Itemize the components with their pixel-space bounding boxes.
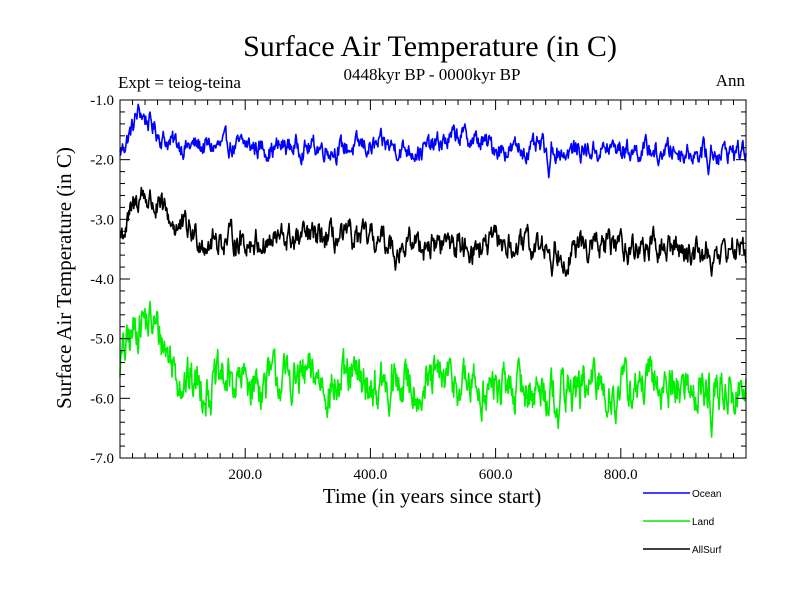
y-tick-label: -2.0: [90, 153, 114, 169]
y-tick-label: -1.0: [90, 93, 114, 109]
series-layer: [119, 103, 747, 438]
series-line-ocean: [119, 103, 747, 179]
series-line-land: [119, 300, 747, 438]
y-tick-label: -5.0: [90, 332, 114, 348]
y-tick-label: -3.0: [90, 212, 114, 228]
y-axis-label: Surface Air Temperature (in C): [52, 147, 76, 409]
x-axis-label: Time (in years since start): [323, 484, 542, 508]
y-tick-label: -7.0: [90, 451, 114, 467]
experiment-label: Expt = teiog-teina: [118, 73, 241, 92]
chart-title: Surface Air Temperature (in C): [243, 30, 617, 63]
legend-label-land: Land: [692, 517, 714, 528]
legend-label-ocean: Ocean: [692, 489, 721, 500]
x-tick-label: 400.0: [354, 467, 388, 483]
y-tick-label: -4.0: [90, 272, 114, 288]
y-tick-label: -6.0: [90, 391, 114, 407]
x-tick-label: 800.0: [604, 467, 638, 483]
x-tick-label: 200.0: [228, 467, 262, 483]
legend: Ocean Land AllSurf: [643, 489, 722, 556]
legend-label-allsurf: AllSurf: [692, 545, 722, 556]
chart-subtitle: 0448kyr BP - 0000kyr BP: [344, 65, 521, 84]
x-tick-label: 600.0: [479, 467, 513, 483]
tick-layer: 200.0 400.0 600.0 800.0 -1.0 -2.0 -3.0 -4.0 -5.0…: [90, 93, 746, 483]
season-label: Ann: [716, 71, 746, 90]
series-line-allsurf: [119, 186, 747, 277]
